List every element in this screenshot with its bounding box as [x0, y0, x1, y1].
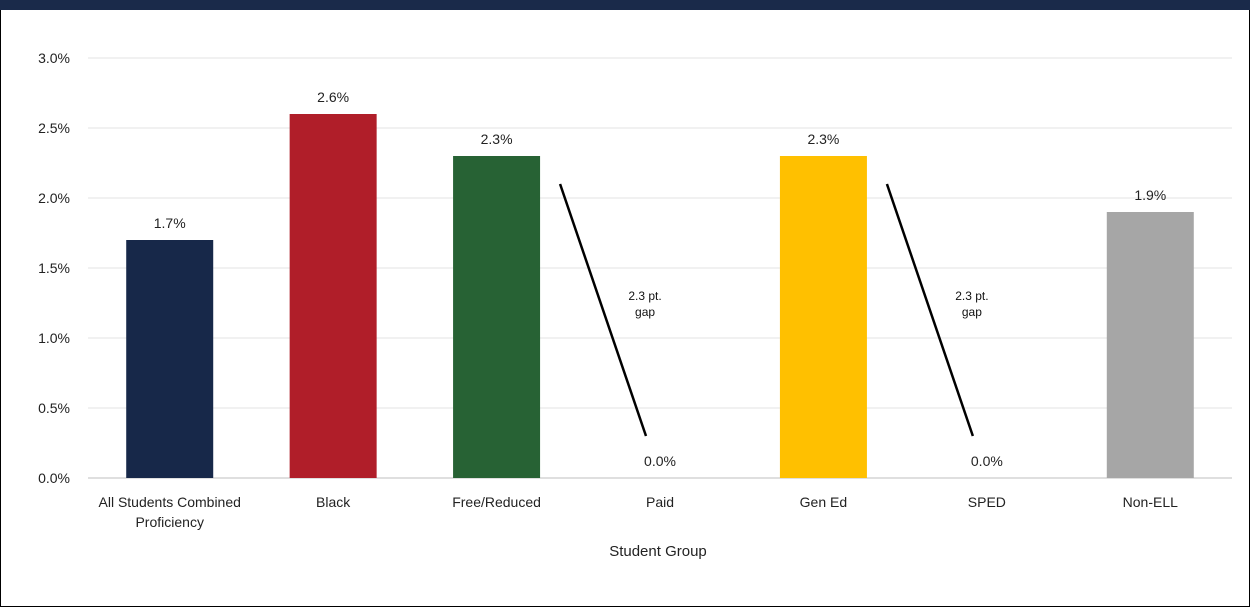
y-tick-label: 0.0%: [38, 470, 70, 486]
category-label: Black: [316, 494, 351, 510]
data-label: 0.0%: [644, 453, 676, 469]
x-axis-title: Student Group: [609, 543, 707, 560]
data-label: 2.6%: [317, 89, 349, 105]
bar: [779, 156, 867, 478]
bar: [126, 240, 214, 478]
y-tick-label: 0.5%: [38, 400, 70, 416]
gap-line: [885, 183, 975, 437]
gap-annotation: gap: [962, 305, 982, 319]
category-label: SPED: [968, 494, 1006, 510]
gap-annotation: 2.3 pt.: [955, 289, 988, 303]
y-tick-label: 1.5%: [38, 260, 70, 276]
data-label: 2.3%: [807, 131, 839, 147]
gap-annotation: 2.3 pt.: [628, 289, 661, 303]
category-label: All Students Combined: [99, 494, 241, 510]
category-label: Proficiency: [135, 514, 203, 530]
y-tick-label: 2.0%: [38, 190, 70, 206]
gap-annotation: gap: [635, 305, 655, 319]
y-tick-label: 2.5%: [38, 120, 70, 136]
gap-line: [558, 183, 648, 437]
y-tick-label: 3.0%: [38, 50, 70, 66]
data-label: 1.9%: [1134, 187, 1166, 203]
top-banner: [0, 0, 1250, 10]
data-label: 2.3%: [481, 131, 513, 147]
data-label: 0.0%: [971, 453, 1003, 469]
bar: [453, 156, 541, 478]
category-label: Free/Reduced: [452, 494, 541, 510]
bar: [1106, 212, 1194, 478]
category-label: Gen Ed: [800, 494, 847, 510]
category-label: Non-ELL: [1123, 494, 1178, 510]
y-tick-label: 1.0%: [38, 330, 70, 346]
data-label: 1.7%: [154, 215, 186, 231]
bar: [289, 114, 377, 478]
category-label: Paid: [646, 494, 674, 510]
